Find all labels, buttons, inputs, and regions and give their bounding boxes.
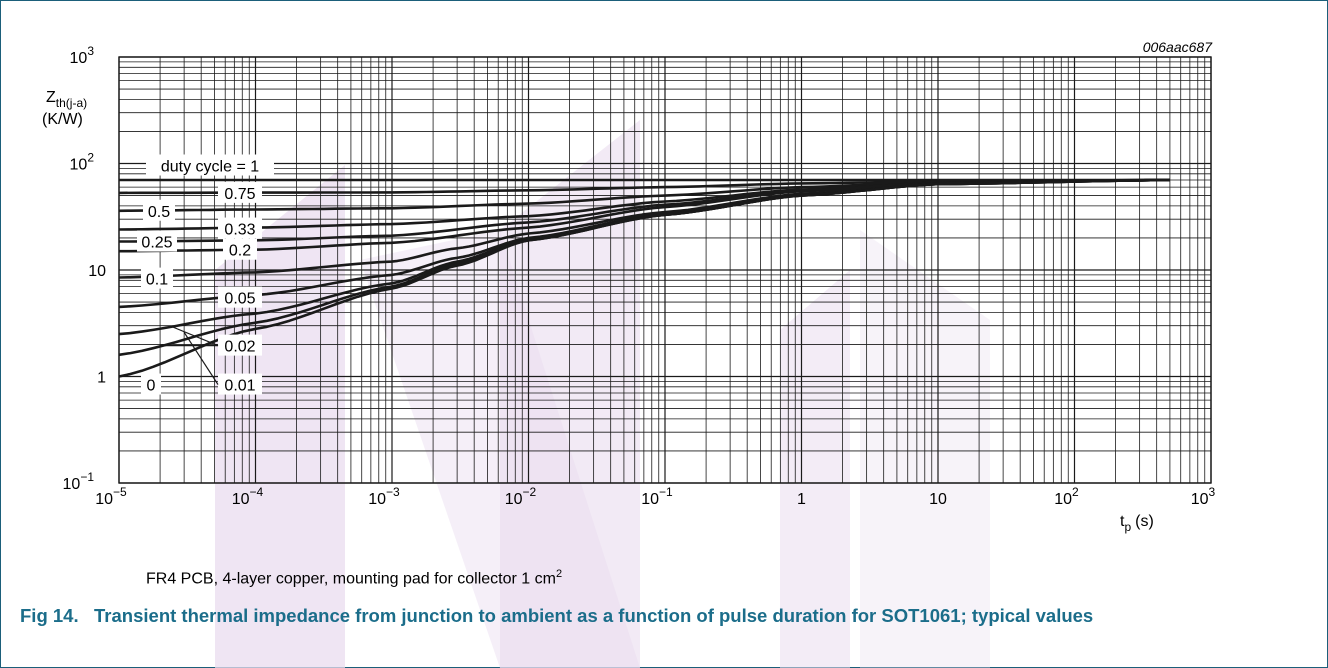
caption-text: Transient thermal impedance from junctio… [94, 605, 1094, 626]
series-label: 0.05 [218, 286, 262, 308]
series-line-0 [118, 178, 1170, 378]
caption-number: Fig 14. [20, 605, 79, 626]
y-tick-label: 102 [70, 151, 95, 174]
series-label: 0.02 [218, 334, 262, 356]
series-label-bg [137, 230, 177, 252]
series-label-text: 0.2 [229, 243, 251, 260]
x-label-sub: p [1124, 520, 1131, 534]
plot-border [118, 56, 1212, 484]
x-axis-label: tp (s) [1120, 513, 1154, 534]
y-tick-label: 1 [97, 370, 106, 387]
y-axis-label: Zth(j-a) (K/W) [42, 89, 87, 128]
x-label-unit: (s) [1135, 513, 1154, 530]
series-label-bg [146, 154, 274, 176]
watermark-logo [215, 120, 990, 668]
series-label-text: 0.25 [141, 235, 172, 252]
x-tick-label: 10−2 [505, 485, 537, 508]
y-tick-label: 103 [70, 44, 95, 67]
x-tick-label: 10−3 [368, 485, 400, 508]
series-label: 0.25 [137, 230, 177, 252]
leader-line-002-diag [173, 326, 219, 347]
series-label-bg [218, 181, 262, 203]
svg-text:Zth(j-a): Zth(j-a) [46, 89, 87, 110]
series-label-text: 0.01 [224, 378, 255, 395]
series-label-text: 0.75 [224, 186, 255, 203]
series-label: 0.33 [218, 217, 262, 239]
series-label-bg [223, 238, 257, 260]
x-tick-label: 10−4 [232, 485, 264, 508]
x-tick-label: 10−1 [641, 485, 673, 508]
x-tick-label: 1 [797, 491, 806, 508]
y-label-main: Z [46, 89, 56, 106]
series-label: 0.75 [218, 181, 262, 203]
series-label-text: duty cycle = 1 [161, 159, 259, 176]
series-label-text: 0.33 [224, 222, 255, 239]
series-label-text: 0.5 [148, 204, 170, 221]
series-label: 0.2 [223, 238, 257, 260]
series-label-bg [141, 267, 173, 289]
series-label-bg [218, 217, 262, 239]
series-layer [118, 178, 1170, 378]
watermark-diagonal-1 [360, 230, 640, 668]
series-label-text: 0.02 [224, 339, 255, 356]
series-labels: duty cycle = 1 0.75 0.5 0.33 0.25 0.2 0.1 0.05 0… [137, 154, 274, 395]
series-label-bg [218, 286, 262, 308]
series-label: 0 [141, 373, 161, 395]
figure-note: FR4 PCB, 4-layer copper, mounting pad fo… [146, 568, 562, 588]
y-label-sub: th(j-a) [56, 96, 87, 110]
series-label-bg [141, 373, 161, 395]
y-tick-label: 10 [88, 263, 106, 280]
series-label-bg [218, 334, 262, 356]
figure-caption: Fig 14. Transient thermal impedance from… [20, 604, 1300, 628]
series-label: 0.01 [218, 373, 262, 395]
y-label-unit: (K/W) [42, 111, 83, 128]
x-label-main: t [1120, 513, 1125, 530]
watermark-bar-2 [500, 120, 640, 668]
x-tick-label: 103 [1191, 485, 1216, 508]
figure-code: 006aac687 [1143, 39, 1214, 55]
series-label: duty cycle = 1 [146, 154, 274, 176]
y-tick-label: 10−1 [63, 470, 95, 493]
series-label-text: 0 [147, 378, 156, 395]
note-text: FR4 PCB, 4-layer copper, mounting pad fo… [146, 570, 556, 588]
series-label-bg [218, 373, 262, 395]
x-tick-label: 10 [929, 491, 947, 508]
x-tick-label: 102 [1054, 485, 1079, 508]
series-label-text: 0.1 [146, 272, 168, 289]
leader-line-001-diag [183, 331, 219, 385]
series-label: 0.1 [141, 267, 173, 289]
watermark-bar-3 [780, 270, 850, 668]
series-label: 0.5 [143, 199, 175, 221]
series-label-text: 0.05 [224, 291, 255, 308]
series-label-bg [143, 199, 175, 221]
svg-text:tp(s): tp (s) [1120, 513, 1154, 534]
x-tick-label: 10−5 [95, 485, 127, 508]
tick-labels: 10−5 10−4 10−3 10−2 10−1 1 10 102 103 10−1 1 10 102 1… [63, 44, 1216, 508]
note-superscript: 2 [555, 568, 563, 580]
